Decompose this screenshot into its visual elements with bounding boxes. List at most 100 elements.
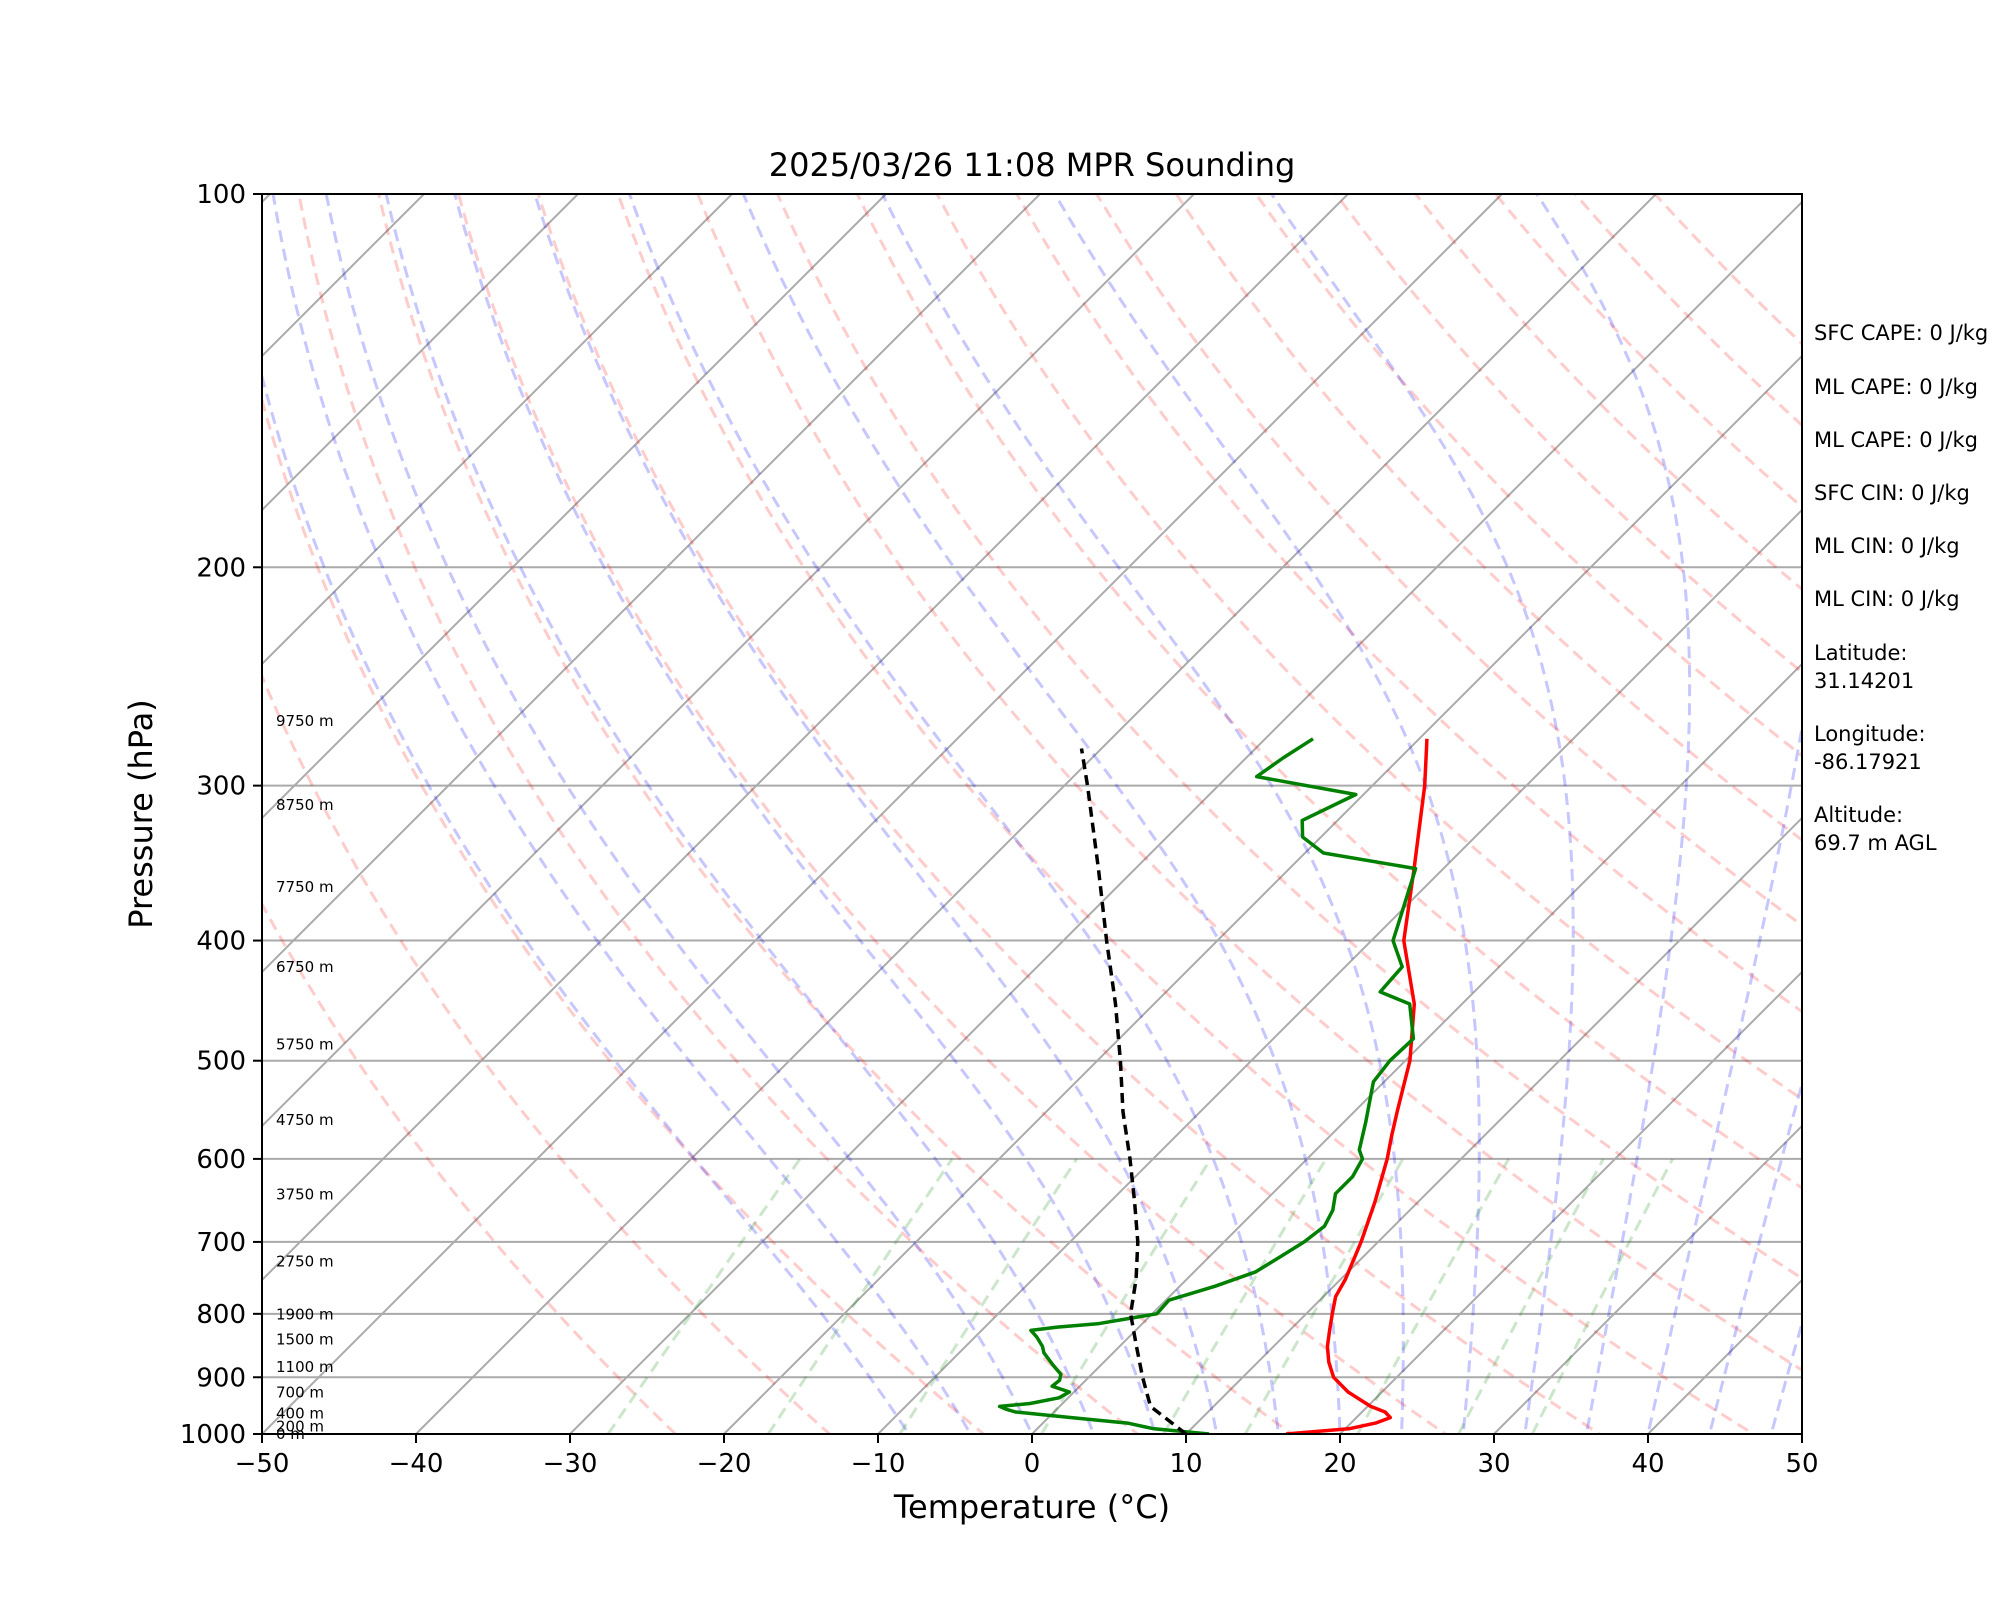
y-tick-label: 500: [196, 1047, 246, 1077]
mixing-ratio-line: [1162, 1158, 1328, 1434]
y-tick-label: 900: [196, 1363, 246, 1393]
skewed-isotherms: [0, 194, 1802, 1434]
isotherm: [0, 194, 116, 1434]
height-label: 1100 m: [276, 1358, 334, 1376]
height-label: 9750 m: [276, 712, 334, 730]
x-tick-label: −50: [235, 1449, 290, 1479]
info-line: 31.14201: [1814, 669, 1914, 693]
y-tick-label: 600: [196, 1145, 246, 1175]
x-tick-label: 30: [1477, 1449, 1510, 1479]
isotherm: [262, 194, 1503, 1434]
info-line: -86.17921: [1814, 750, 1922, 774]
height-label: 700 m: [276, 1384, 324, 1402]
x-tick-label: 0: [1024, 1449, 1041, 1479]
dry-adiabat: [696, 194, 1802, 1372]
mixing-ratio-line: [1457, 1158, 1605, 1434]
dry-adiabat: [377, 194, 1295, 1434]
height-label: 400 m: [276, 1405, 324, 1423]
info-line: Longitude:: [1814, 722, 1926, 746]
height-label: 0 m: [276, 1425, 305, 1443]
moist-adiabat: [533, 194, 1219, 1434]
moist-adiabat: [880, 194, 1405, 1434]
y-tick-label: 300: [196, 772, 246, 802]
isotherm: [723, 354, 1802, 1434]
pressure-gridlines: [262, 194, 1802, 1434]
moist-adiabat: [1269, 194, 1575, 1434]
dewpoint-line: [997, 737, 1418, 1434]
moist-adiabat: [1769, 1317, 1802, 1434]
dry-adiabat: [1493, 194, 1802, 509]
height-label: 1900 m: [276, 1306, 334, 1324]
x-tick-label: 50: [1785, 1449, 1818, 1479]
dry-adiabat: [1573, 194, 1802, 428]
y-axis-title: Pressure (hPa): [122, 699, 160, 929]
moist-adiabats: [262, 194, 1802, 1434]
info-panel: SFC CAPE: 0 J/kg ML CAPE: 0 J/kg ML CAPE: …: [1814, 321, 1988, 855]
y-tick-label: 1000: [180, 1420, 246, 1450]
isotherm: [569, 200, 1802, 1434]
dry-adiabat: [456, 194, 1449, 1434]
temperature-line: [1285, 738, 1429, 1434]
mixing-ratio-line: [1243, 1158, 1405, 1434]
info-line: ML CAPE: 0 J/kg: [1814, 428, 1978, 452]
dry-adiabats: [262, 194, 1802, 1434]
height-label: 5750 m: [276, 1035, 334, 1053]
parcel-line: [1079, 748, 1188, 1434]
x-tick-label: 20: [1323, 1449, 1356, 1479]
dry-adiabat: [855, 194, 1802, 1190]
dry-adiabat: [1413, 194, 1802, 592]
dry-adiabat: [297, 194, 1141, 1434]
mixing-ratio-line: [898, 1158, 1079, 1434]
info-line: ML CIN: 0 J/kg: [1814, 587, 1960, 611]
mixing-ratio-line: [606, 1158, 802, 1434]
info-line: Altitude:: [1814, 803, 1903, 827]
y-tick-label: 100: [196, 180, 246, 210]
mixing-ratio-line: [1356, 1158, 1510, 1434]
mixing-ratio-lines: [606, 1158, 1674, 1434]
x-tick-label: 40: [1631, 1449, 1664, 1479]
moist-adiabat: [1535, 194, 1692, 1434]
y-tick-label: 200: [196, 553, 246, 583]
isotherm: [877, 508, 1802, 1434]
mixing-ratio-line: [766, 1158, 954, 1434]
isotherm: [1493, 1124, 1802, 1434]
plot-frame: [261, 193, 1803, 1435]
isotherm: [1031, 662, 1802, 1434]
isotherm: [262, 194, 887, 820]
y-tick-label: 800: [196, 1300, 246, 1330]
isotherm: [415, 194, 1657, 1434]
dry-adiabat: [775, 194, 1802, 1281]
y-axis-ticks: 100 200 300 400 500 600 700 800 900 1000: [180, 180, 262, 1450]
plot-area: [0, 194, 1802, 1434]
info-line: 69.7 m AGL: [1814, 831, 1937, 855]
isotherm: [1339, 970, 1802, 1434]
height-label: 2750 m: [276, 1253, 334, 1271]
height-label: 3750 m: [276, 1186, 334, 1204]
dry-adiabat: [1094, 194, 1802, 928]
info-line: SFC CAPE: 0 J/kg: [1814, 321, 1988, 345]
info-line: ML CAPE: 0 J/kg: [1814, 375, 1978, 399]
x-tick-label: −40: [389, 1449, 444, 1479]
dry-adiabat: [1334, 194, 1802, 674]
dry-adiabat: [1174, 194, 1802, 842]
x-tick-label: 10: [1169, 1449, 1202, 1479]
moist-adiabat: [741, 194, 1342, 1434]
isotherm: [262, 194, 1349, 1282]
x-tick-label: −20: [697, 1449, 752, 1479]
height-label: 4750 m: [276, 1111, 334, 1129]
dry-adiabat: [935, 194, 1802, 1101]
mixing-ratio-line: [1530, 1158, 1674, 1434]
moist-adiabat: [271, 194, 973, 1434]
x-tick-label: −10: [851, 1449, 906, 1479]
isotherm: [1185, 816, 1802, 1434]
height-label: 1500 m: [276, 1330, 334, 1348]
height-label: 6750 m: [276, 958, 334, 976]
dry-adiabat: [1254, 194, 1802, 758]
dry-adiabat: [536, 194, 1603, 1434]
height-label: 7750 m: [276, 878, 334, 896]
y-tick-label: 700: [196, 1228, 246, 1258]
height-label: 8750 m: [276, 796, 334, 814]
x-axis-ticks: −50 −40 −30 −20 −10 0 10 20 30 40 50: [235, 1434, 1819, 1479]
